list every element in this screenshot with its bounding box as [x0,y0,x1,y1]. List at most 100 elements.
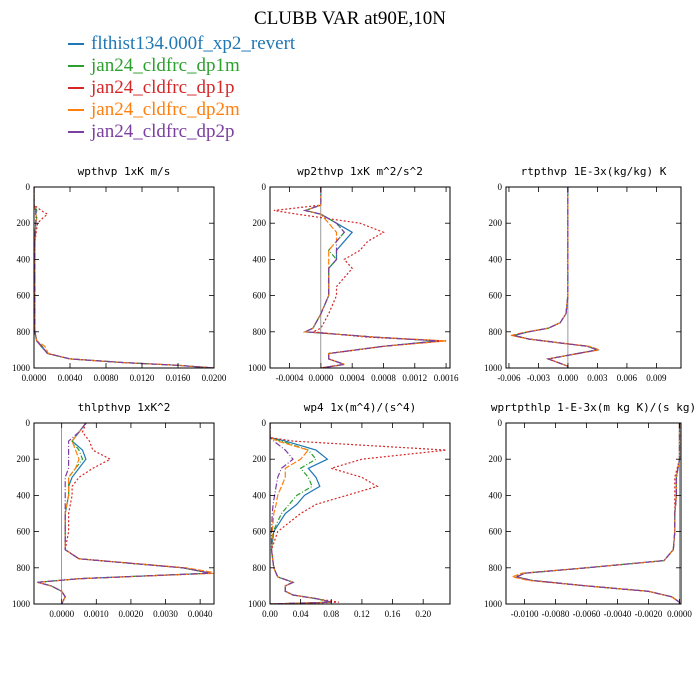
x-tick-label: 0.0080 [94,373,119,383]
series-line [270,423,332,604]
x-tick-label: -0.003 [527,373,551,383]
series-group [510,187,602,368]
series-line [513,187,600,368]
panel-title: wp2thvp 1xK m^2/s^2 [297,165,423,178]
chart-panel: wp2thvp 1xK m^2/s^2 0 200 400 600 800 1000 -0.0… [248,165,459,383]
panel-title: wp4 1x(m^4)/(s^4) [304,401,417,414]
series-line [270,423,447,604]
panel-title: rtpthvp 1E-3x(kg/kg) K [521,165,667,178]
x-tick-label: 0.0000 [667,609,692,619]
series-line [302,187,439,368]
series-line [513,423,681,604]
plot-frame [269,422,451,605]
y-tick-label: 200 [253,218,267,228]
y-tick-label: 200 [253,454,267,464]
y-tick-label: 200 [489,218,503,228]
series-line [34,187,214,368]
x-tick-label: 0.16 [385,609,401,619]
x-tick-label: 0.0000 [22,373,47,383]
y-tick-label: 0 [26,418,31,428]
series-group [37,423,214,604]
series-group [510,423,681,604]
series-line [270,423,332,604]
legend-label: jan24_cldfrc_dp2m [91,99,240,120]
x-tick-label: -0.0020 [635,609,663,619]
y-tick-label: 600 [489,291,503,301]
legend-swatch [68,65,84,67]
series-line [302,187,447,368]
legend-swatch [68,109,84,111]
series-line [270,423,332,604]
y-tick-label: 0 [498,182,503,192]
y-tick-label: 800 [253,327,267,337]
series-line [37,423,211,604]
y-tick-label: 600 [253,291,267,301]
series-line [273,187,447,368]
x-tick-label: 0.009 [646,373,667,383]
series-line [34,187,214,368]
x-tick-label: -0.0060 [573,609,601,619]
plot-frame [33,422,215,605]
y-tick-label: 0 [262,418,267,428]
panel-title: wpthvp 1xK m/s [78,165,171,178]
y-tick-label: 1000 [248,363,267,373]
y-tick-label: 0 [498,418,503,428]
y-tick-label: 600 [17,527,31,537]
y-tick-label: 400 [17,254,31,264]
y-tick-label: 600 [489,527,503,537]
plot-frame [505,422,682,605]
x-tick-label: 0.04 [293,609,309,619]
x-tick-label: 0.12 [354,609,370,619]
series-line [514,423,681,604]
y-tick-label: 800 [253,563,267,573]
y-tick-label: 600 [253,527,267,537]
legend-item: jan24_cldfrc_dp1m [68,55,295,77]
legend-swatch [68,43,84,45]
x-tick-label: 0.000 [558,373,579,383]
y-tick-label: 0 [26,182,31,192]
y-tick-label: 400 [253,490,267,500]
x-tick-label: 0.08 [323,609,339,619]
y-tick-label: 200 [17,218,31,228]
y-tick-label: 1000 [12,363,31,373]
series-line [302,187,439,368]
x-tick-label: 0.0040 [188,609,213,619]
page-title: CLUBB VAR at90E,10N [254,8,446,29]
x-tick-label: 0.0020 [119,609,144,619]
x-tick-label: -0.0040 [604,609,632,619]
plot-frame [33,186,215,369]
x-tick-label: 0.0010 [84,609,109,619]
x-tick-label: 0.0030 [153,609,178,619]
chart-panel: thlpthvp 1xK^2 0 200 400 600 800 1000 0.0000 0.0… [12,401,215,619]
x-tick-label: 0.0004 [340,373,365,383]
chart-panel: rtpthvp 1E-3x(kg/kg) K02004006008001000-… [484,165,682,383]
y-tick-label: 1000 [484,599,503,609]
y-tick-label: 400 [253,254,267,264]
legend-item: jan24_cldfrc_dp2p [68,121,295,143]
y-tick-label: 1000 [484,363,503,373]
series-line [34,187,214,368]
series-line [510,187,602,368]
panel-title: thlpthvp 1xK^2 [78,401,171,414]
plot-frame [505,186,682,369]
y-tick-label: 600 [17,291,31,301]
series-line [514,423,681,604]
legend: flthist134.000f_xp2_revert jan24_cldfrc_… [68,33,295,143]
legend-swatch [68,131,84,133]
y-tick-label: 1000 [12,599,31,609]
x-tick-label: 0.0200 [202,373,227,383]
series-line [513,187,600,368]
x-tick-label: 0.0160 [166,373,191,383]
y-tick-label: 200 [17,454,31,464]
x-tick-label: 0.006 [617,373,638,383]
series-line [34,187,214,368]
y-tick-label: 800 [489,327,503,337]
series-line [511,187,600,368]
x-tick-label: 0.0040 [58,373,83,383]
legend-label: jan24_cldfrc_dp1p [91,77,235,98]
series-line [34,187,214,368]
series-group [270,423,447,604]
